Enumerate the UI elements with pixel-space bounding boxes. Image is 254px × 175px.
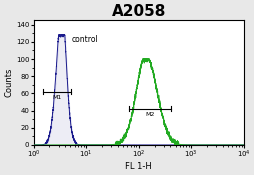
X-axis label: FL 1-H: FL 1-H bbox=[125, 162, 152, 171]
Y-axis label: Counts: Counts bbox=[4, 68, 13, 97]
Text: M1: M1 bbox=[52, 95, 62, 100]
Text: control: control bbox=[71, 35, 98, 44]
Title: A2058: A2058 bbox=[111, 4, 165, 19]
Text: M2: M2 bbox=[145, 112, 154, 117]
